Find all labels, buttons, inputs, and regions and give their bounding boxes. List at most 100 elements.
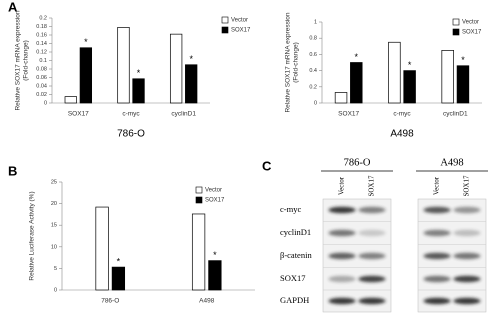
blot-band: [328, 206, 356, 214]
y-tick-label: 5: [54, 266, 57, 272]
legend-swatch: [195, 196, 203, 204]
bar: [191, 213, 206, 291]
x-tick-label: c-myc: [393, 111, 411, 118]
y-tick-label: 0.04: [36, 83, 47, 89]
blot-band: [328, 275, 356, 283]
significance-mark: *: [117, 256, 121, 266]
bar: [456, 65, 470, 104]
legend-label: SOX17: [462, 30, 482, 36]
blot-band: [358, 275, 386, 283]
legend-swatch: [221, 26, 229, 34]
lane-label: Vector: [433, 176, 441, 195]
y-tick-label: 0.02: [36, 92, 47, 98]
group-label: A498: [440, 157, 463, 168]
bar: [132, 78, 145, 104]
bar: [111, 266, 126, 291]
y-tick-label: 0.08: [36, 66, 47, 72]
y-tick-label: 20: [51, 201, 57, 207]
legend-label: Vector: [205, 188, 222, 194]
x-tick-label: 786-O: [101, 298, 119, 305]
legend-label: Vector: [231, 18, 248, 24]
lane-label: SOX17: [368, 175, 376, 197]
y-tick-label: 0: [44, 100, 47, 106]
y-tick-label: 10: [51, 244, 57, 250]
x-tick-label: c-myc: [122, 111, 140, 118]
y-tick-label: 15: [51, 223, 57, 229]
row-label: cyclinD1: [280, 227, 311, 237]
significance-mark: *: [84, 37, 88, 47]
y-tick-label: 0.06: [36, 75, 47, 81]
legend-swatch: [452, 18, 460, 26]
panel-letter: B: [8, 163, 17, 178]
x-tick-label: cyclinD1: [443, 111, 468, 118]
blot-band: [328, 229, 356, 237]
bar: [185, 64, 198, 104]
blot-band: [423, 252, 451, 260]
x-tick-label: SOX17: [68, 111, 89, 118]
blot-band: [453, 229, 481, 237]
row-label: GAPDH: [280, 295, 309, 305]
y-tick-label: 0: [314, 100, 317, 106]
blot-band: [453, 297, 481, 305]
legend-label: SOX17: [231, 28, 251, 34]
lane-label: Vector: [338, 176, 346, 195]
lane-label: SOX17: [463, 175, 471, 197]
y-tick-label: 0.1: [39, 58, 47, 64]
significance-mark: *: [355, 52, 359, 62]
y-axis-title: (Fold-change): [23, 40, 30, 80]
panel-letter: A: [8, 0, 18, 14]
legend-label: SOX17: [205, 198, 225, 204]
bar: [441, 49, 454, 104]
y-axis-title: Relative SOX17 mRNA expression: [15, 10, 22, 110]
bar: [350, 62, 363, 104]
y-tick-label: 0.14: [36, 41, 47, 47]
blot-band: [358, 229, 386, 237]
blot-band: [358, 206, 386, 214]
significance-mark: *: [461, 55, 465, 65]
group-label: 786-O: [344, 157, 371, 168]
blot-band: [453, 206, 481, 214]
bar: [334, 92, 348, 104]
y-tick-label: 0.6: [309, 52, 317, 58]
bar: [95, 206, 109, 291]
row-label: β-catenin: [280, 250, 312, 260]
blot-band: [423, 297, 451, 305]
bar: [64, 96, 77, 104]
y-tick-label: 0.4: [309, 68, 317, 74]
bar: [169, 33, 183, 104]
blot-band: [453, 275, 481, 283]
y-tick-label: 0.16: [36, 32, 47, 38]
bar: [208, 260, 222, 291]
legend-swatch: [452, 28, 460, 36]
y-tick-label: 0.2: [39, 15, 47, 21]
x-tick-label: cyclinD1: [171, 111, 196, 118]
blot-band: [358, 252, 386, 260]
legend-swatch: [221, 16, 229, 24]
y-axis-title: (Fold-change): [293, 42, 300, 82]
legend-label: Vector: [462, 20, 479, 26]
y-tick-label: 0.12: [36, 49, 47, 55]
blot-band: [423, 275, 451, 283]
y-tick-label: 25: [51, 179, 57, 185]
blot-band: [453, 252, 481, 260]
x-tick-label: SOX17: [338, 111, 359, 118]
blot-band: [328, 297, 356, 305]
blot-band: [358, 297, 386, 305]
legend-swatch: [195, 186, 203, 194]
y-tick-label: 0.18: [36, 24, 47, 30]
panel-letter: C: [262, 158, 272, 173]
bar: [79, 47, 93, 104]
bar: [388, 41, 401, 104]
significance-mark: *: [137, 68, 141, 78]
y-tick-label: 0: [54, 287, 57, 293]
blot-band: [423, 229, 451, 237]
x-axis-title: 786-O: [117, 129, 145, 140]
y-tick-label: 0.8: [309, 36, 317, 42]
blot-band: [328, 252, 356, 260]
y-axis-title: Relative SOX17 mRNA expression: [285, 12, 292, 112]
bar: [117, 27, 130, 104]
x-tick-label: A498: [199, 298, 215, 305]
bar: [403, 70, 416, 104]
significance-mark: *: [189, 54, 193, 64]
